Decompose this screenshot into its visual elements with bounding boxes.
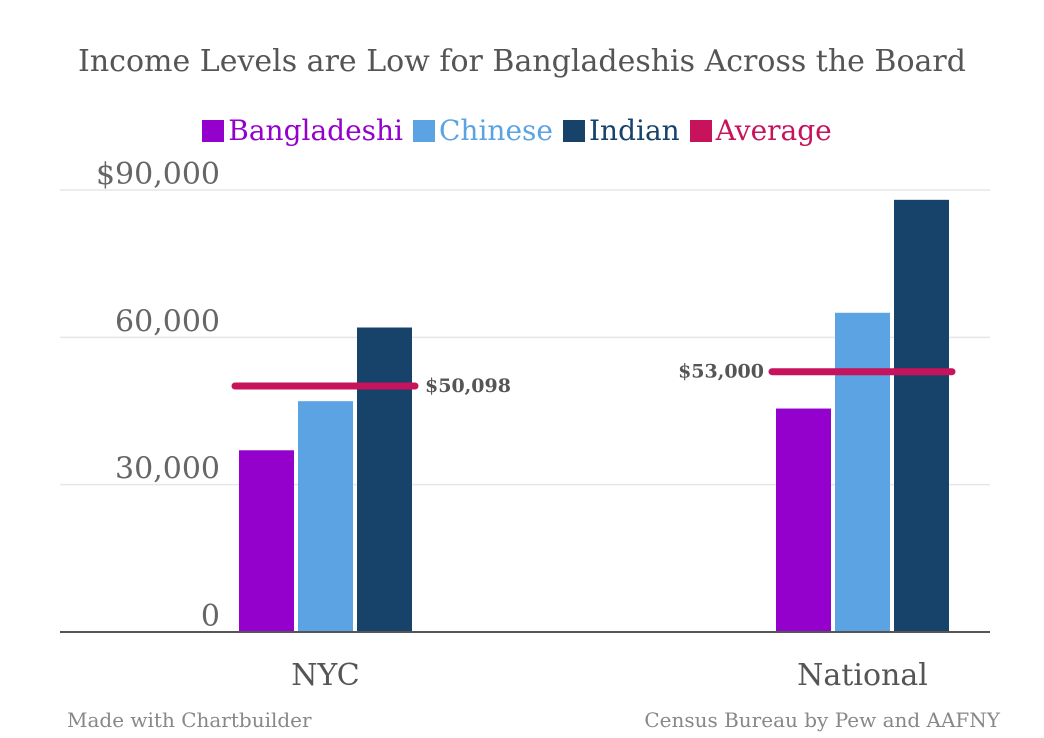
x-tick-label: National xyxy=(797,658,928,693)
footer-credit: Made with Chartbuilder xyxy=(67,708,312,732)
legend-swatch-average xyxy=(689,119,712,142)
legend-item-chinese: Chinese xyxy=(413,114,553,147)
legend-item-bangladeshi: Bangladeshi xyxy=(202,114,403,147)
legend-label-chinese: Chinese xyxy=(439,114,553,147)
y-tick-label: 0 xyxy=(201,599,220,634)
y-tick-label: 60,000 xyxy=(115,304,220,339)
average-label-national: $53,000 xyxy=(678,361,764,383)
y-tick-label: 30,000 xyxy=(115,452,220,487)
bar-bangladeshi-national xyxy=(776,408,831,632)
footer-source: Census Bureau by Pew and AAFNY xyxy=(644,708,1000,732)
legend-swatch-bangladeshi xyxy=(202,119,225,142)
legend-item-average: Average xyxy=(689,114,832,147)
legend-swatch-indian xyxy=(562,119,585,142)
chart-title: Income Levels are Low for Bangladeshis A… xyxy=(78,44,966,79)
average-label-nyc: $50,098 xyxy=(425,375,511,397)
bar-indian-nyc xyxy=(357,327,412,632)
legend-label-bangladeshi: Bangladeshi xyxy=(228,114,403,147)
legend-label-average: Average xyxy=(715,114,832,147)
bar-chinese-nyc xyxy=(298,401,353,632)
x-tick-label: NYC xyxy=(291,658,359,693)
bar-bangladeshi-nyc xyxy=(239,450,294,632)
chart-legend: Bangladeshi Chinese Indian Average xyxy=(0,114,1044,147)
legend-swatch-chinese xyxy=(413,119,435,142)
bar-indian-national xyxy=(894,199,949,633)
bar-chinese-national xyxy=(835,312,890,632)
legend-label-indian: Indian xyxy=(588,114,680,147)
y-tick-label: $90,000 xyxy=(96,157,220,192)
legend-item-indian: Indian xyxy=(562,114,680,147)
